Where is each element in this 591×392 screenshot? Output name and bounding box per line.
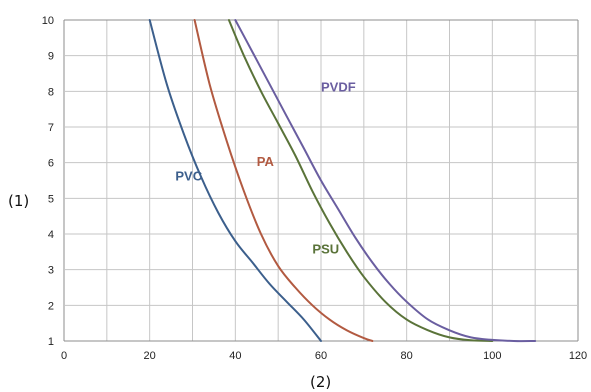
series-label-pa: PA [257, 154, 275, 169]
series-labels: PVC PA PSU PVDF [175, 79, 355, 256]
series-line-pa [193, 19, 374, 342]
series-label-psu: PSU [312, 242, 339, 257]
y-tick-label: 5 [48, 193, 54, 205]
y-tick-label: 2 [48, 300, 54, 312]
y-tick-label: 7 [48, 122, 54, 134]
series-line-pvdf [234, 19, 537, 343]
y-tick-label: 4 [48, 229, 54, 241]
y-axis-label: (1) [8, 192, 29, 210]
x-tick-label: 20 [144, 350, 156, 362]
x-tick-label: 100 [483, 350, 501, 362]
x-axis-label: (2) [310, 373, 331, 391]
x-tick-label: 120 [569, 350, 587, 362]
y-tick-label: 8 [48, 86, 54, 98]
x-tick-label: 40 [229, 350, 241, 362]
y-tick-label: 10 [42, 15, 54, 27]
series-label-pvdf: PVDF [321, 79, 356, 94]
y-tick-label: 9 [48, 51, 54, 63]
y-tick-label: 3 [48, 265, 54, 277]
series-lines [148, 19, 537, 343]
x-tick-label: 60 [315, 350, 327, 362]
tick-labels: 0 20 40 60 80 100 120 1 2 3 4 5 6 7 8 9 10 [42, 15, 587, 362]
y-tick-label: 6 [48, 158, 54, 170]
grid [63, 19, 579, 342]
x-tick-label: 0 [61, 350, 67, 362]
series-label-pvc: PVC [175, 169, 202, 184]
series-line-pvc [148, 19, 322, 342]
y-tick-label: 1 [48, 336, 54, 348]
series-line-psu [227, 19, 494, 342]
x-tick-label: 80 [401, 350, 413, 362]
